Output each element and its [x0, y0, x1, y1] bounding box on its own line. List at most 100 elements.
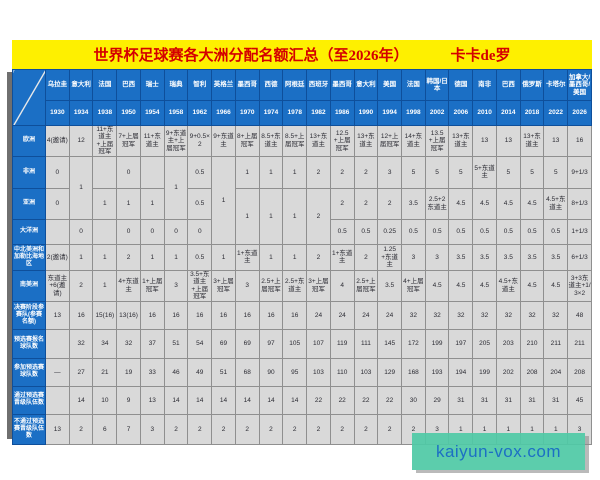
row-label: 欧洲 — [12, 125, 46, 157]
quota-cell: 1 — [282, 155, 308, 189]
quota-cell: 1 — [258, 155, 284, 189]
title-bar: 世界杯足球赛各大洲分配名额汇总（至2026年） 卡卡de罗 — [12, 40, 592, 69]
quota-cell: 4.5 — [472, 187, 497, 220]
quota-cell: 1+东道主 — [234, 243, 260, 271]
quota-cell: 69 — [234, 328, 260, 359]
quota-cell: 202 — [495, 357, 521, 387]
quota-cell: 1+上届冠军 — [139, 269, 165, 302]
quota-cell: 3.5 — [495, 243, 521, 271]
quota-cell: 2 — [306, 243, 331, 271]
quota-cell: 8.5+东道主 — [258, 125, 284, 157]
quota-cell: 3.5 — [448, 243, 474, 271]
quota-cell: 2.5+上届冠军 — [258, 269, 284, 302]
quota-cell: 13 — [543, 125, 569, 157]
row-label: 大洋洲 — [12, 218, 46, 245]
quota-cell: 2.5+上届冠军 — [353, 269, 379, 302]
quota-cell: 4.5+东道主 — [495, 269, 521, 302]
quota-cell: 46 — [163, 357, 189, 387]
quota-cell: 197 — [448, 328, 474, 359]
host-header: 智利 — [187, 69, 213, 101]
host-header: 巴西 — [495, 69, 521, 101]
quota-cell: 1+东道主 — [329, 243, 355, 271]
quota-cell: 16 — [211, 300, 236, 330]
quota-cell: 1 — [234, 187, 260, 245]
quota-cell: 7+上届冠军 — [116, 125, 141, 157]
quota-cell: 32 — [424, 300, 450, 330]
quota-cell: 51 — [211, 357, 236, 387]
quota-cell: 193 — [424, 357, 450, 387]
quota-cell: 8.5+上届冠军 — [282, 125, 308, 157]
year-header: 2022 — [543, 100, 569, 126]
host-header: 英格兰 — [211, 69, 236, 101]
quota-cell: 211 — [543, 328, 569, 359]
quota-cell: 2 — [329, 155, 355, 189]
quota-cell: 1 — [282, 243, 308, 271]
quota-cell: 22 — [329, 385, 355, 415]
host-header: 俄罗斯 — [519, 69, 545, 101]
quota-cell: 1 — [92, 187, 118, 220]
quota-cell: 204 — [543, 357, 569, 387]
quota-cell: 4+东道主 — [116, 269, 141, 302]
quota-cell: 105 — [282, 328, 308, 359]
quota-cell: 32 — [68, 328, 94, 359]
quota-cell: 东道主+6(邀请) — [45, 269, 70, 302]
quota-cell: 2 — [258, 413, 284, 445]
quota-cell: 16 — [282, 300, 308, 330]
quota-cell: 9+东道主+上届冠军 — [163, 125, 189, 157]
quota-cell: 0.5 — [424, 218, 450, 245]
quota-cell — [92, 218, 118, 245]
quota-cell: 4.5 — [543, 269, 569, 302]
quota-cell: 0 — [187, 218, 213, 245]
quota-cell: 2 — [68, 413, 94, 445]
host-header: 加拿大/墨西哥/美国 — [567, 69, 592, 101]
quota-cell: 24 — [353, 300, 379, 330]
quota-cell: 1 — [68, 243, 94, 271]
year-header: 2018 — [519, 100, 545, 126]
corner-diagonal-cell — [12, 69, 46, 126]
row-label: 中北美洲和加勒比海地区 — [12, 243, 46, 271]
quota-cell: 14 — [187, 385, 213, 415]
quota-cell — [45, 385, 70, 415]
quota-cell: 3.5 — [543, 243, 569, 271]
quota-cell: 5+东道主 — [472, 155, 497, 189]
host-header: 法国 — [401, 69, 426, 101]
quota-cell: 5 — [401, 155, 426, 189]
quota-cell: 0.25 — [377, 218, 403, 245]
host-header: 韩国/日本 — [424, 69, 450, 101]
quota-cell: 3+上届冠军 — [306, 269, 331, 302]
quota-cell: 3.5 — [401, 187, 426, 220]
quota-cell: 32 — [401, 300, 426, 330]
quota-cell: 2 — [377, 187, 403, 220]
year-header: 1966 — [211, 100, 236, 126]
quota-cell: 0.5 — [448, 218, 474, 245]
host-header: 卡塔尔 — [543, 69, 569, 101]
quota-cell: 16 — [139, 300, 165, 330]
quota-cell: 211 — [567, 328, 592, 359]
row-label: 亚洲 — [12, 187, 46, 220]
quota-cell: 210 — [519, 328, 545, 359]
quota-cell: 199 — [424, 328, 450, 359]
page-title: 世界杯足球赛各大洲分配名额汇总（至2026年） — [93, 48, 409, 64]
quota-cell: 0.5 — [329, 218, 355, 245]
quota-cell — [139, 155, 165, 189]
quota-cell: 3+3东道主+1/3×2 — [567, 269, 592, 302]
quota-cell: 199 — [472, 357, 497, 387]
quota-cell: 15(16) — [92, 300, 118, 330]
year-header: 1986 — [329, 100, 355, 126]
quota-cell: 10 — [92, 385, 118, 415]
quota-cell: 1 — [282, 187, 308, 245]
quota-cell: 13(16) — [116, 300, 141, 330]
quota-cell: 4 — [329, 269, 355, 302]
quota-cell: 0 — [163, 218, 189, 245]
quota-cell: 1 — [211, 243, 236, 271]
table-row: 预选赛报名球队数 32 34 32 37 51 54 69 69 97 105 107 119 111 14… — [12, 328, 592, 359]
quota-cell: 0 — [116, 218, 141, 245]
quota-cell: 1 — [68, 155, 94, 220]
quota-cell: 9+1/3 — [567, 155, 592, 189]
quota-cell: 1 — [234, 155, 260, 189]
quota-cell: 194 — [448, 357, 474, 387]
quota-cell: 5 — [424, 155, 450, 189]
quota-cell: 11+东道主 — [139, 125, 165, 157]
quota-cell: 0 — [45, 187, 70, 220]
year-header: 1994 — [377, 100, 403, 126]
